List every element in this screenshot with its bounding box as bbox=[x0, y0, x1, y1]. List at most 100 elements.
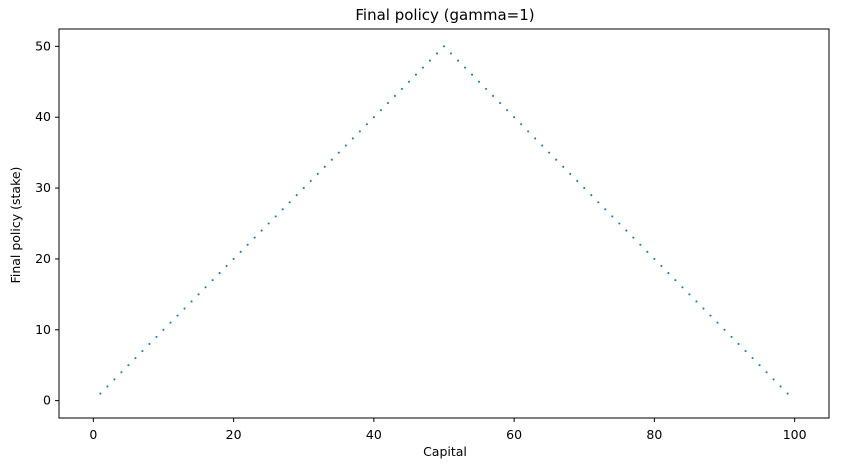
y-axis-ticks: 0 10 20 30 40 50 bbox=[35, 38, 59, 408]
data-point bbox=[632, 236, 635, 239]
data-point bbox=[113, 378, 116, 381]
data-point bbox=[281, 208, 284, 211]
data-point bbox=[562, 165, 565, 168]
data-point bbox=[772, 378, 775, 381]
data-point bbox=[190, 300, 193, 303]
data-point bbox=[541, 144, 544, 147]
x-tick-label: 80 bbox=[646, 427, 662, 442]
x-tick-label: 60 bbox=[506, 427, 522, 442]
data-point bbox=[688, 293, 691, 296]
data-point bbox=[197, 293, 200, 296]
data-point bbox=[737, 342, 740, 346]
data-point bbox=[267, 222, 270, 225]
data-point bbox=[597, 201, 600, 204]
data-point bbox=[548, 151, 551, 154]
data-point bbox=[583, 187, 586, 190]
data-point bbox=[456, 59, 460, 62]
data-point bbox=[218, 272, 221, 275]
data-point bbox=[611, 215, 614, 218]
y-tick-label: 50 bbox=[35, 38, 51, 53]
data-point bbox=[471, 73, 474, 76]
data-point bbox=[716, 321, 719, 324]
data-point bbox=[428, 59, 432, 62]
data-point bbox=[604, 208, 607, 211]
data-point bbox=[344, 144, 347, 147]
data-point bbox=[435, 52, 439, 55]
data-point bbox=[499, 101, 502, 105]
data-point bbox=[709, 314, 712, 317]
data-point bbox=[702, 307, 705, 310]
data-point bbox=[765, 371, 768, 374]
data-point bbox=[569, 172, 572, 175]
data-point bbox=[211, 279, 214, 282]
data-point bbox=[148, 342, 151, 346]
data-point bbox=[667, 272, 670, 275]
data-point bbox=[372, 116, 375, 119]
x-tick-label: 20 bbox=[226, 427, 242, 442]
data-point bbox=[106, 385, 109, 388]
data-point bbox=[779, 385, 782, 388]
data-point bbox=[485, 87, 488, 90]
data-point bbox=[478, 80, 481, 83]
data-point bbox=[520, 123, 523, 126]
data-point bbox=[400, 87, 403, 90]
data-point bbox=[225, 264, 228, 268]
x-axis-ticks: 0 20 40 60 80 100 bbox=[89, 418, 807, 442]
data-point bbox=[393, 94, 396, 98]
data-point bbox=[386, 101, 389, 105]
x-tick-label: 100 bbox=[783, 427, 807, 442]
data-point bbox=[155, 335, 158, 338]
data-point bbox=[492, 94, 495, 98]
data-point bbox=[330, 158, 333, 161]
data-point bbox=[555, 158, 558, 161]
data-point bbox=[660, 264, 663, 268]
data-point bbox=[674, 279, 677, 282]
data-point bbox=[365, 123, 368, 126]
data-point bbox=[618, 222, 621, 225]
data-point bbox=[323, 165, 326, 168]
data-point bbox=[358, 130, 361, 133]
x-tick-label: 0 bbox=[89, 427, 97, 442]
x-axis-label: Capital bbox=[423, 444, 467, 459]
data-point bbox=[246, 243, 249, 246]
data-point bbox=[463, 66, 467, 69]
data-point bbox=[141, 349, 144, 353]
plot-area bbox=[99, 45, 789, 395]
data-point bbox=[337, 151, 340, 154]
data-point bbox=[127, 364, 130, 367]
data-point bbox=[639, 243, 642, 246]
data-point bbox=[758, 364, 761, 367]
data-point bbox=[786, 392, 789, 395]
data-point bbox=[302, 187, 305, 190]
data-point bbox=[232, 257, 235, 260]
y-tick-label: 40 bbox=[35, 109, 51, 124]
data-point bbox=[99, 392, 102, 395]
y-tick-label: 30 bbox=[35, 180, 51, 195]
data-point bbox=[120, 371, 123, 374]
data-point bbox=[253, 236, 256, 239]
data-point bbox=[162, 328, 165, 331]
y-tick-label: 20 bbox=[35, 251, 51, 266]
x-tick-label: 40 bbox=[366, 427, 382, 442]
data-point bbox=[274, 215, 277, 218]
data-point bbox=[134, 357, 137, 360]
data-point bbox=[513, 116, 516, 119]
y-axis-label: Final policy (stake) bbox=[8, 167, 23, 284]
data-point bbox=[421, 66, 425, 69]
data-point bbox=[442, 45, 446, 48]
data-point bbox=[449, 52, 453, 55]
data-point bbox=[681, 286, 684, 289]
data-point bbox=[646, 250, 649, 253]
data-point bbox=[695, 300, 698, 303]
data-point bbox=[351, 137, 354, 140]
data-point bbox=[239, 250, 242, 253]
data-point bbox=[169, 321, 172, 324]
data-point bbox=[527, 130, 530, 133]
data-point bbox=[625, 229, 628, 232]
data-point bbox=[176, 314, 179, 317]
data-point bbox=[260, 229, 263, 232]
y-tick-label: 10 bbox=[35, 322, 51, 337]
data-point bbox=[316, 172, 319, 175]
